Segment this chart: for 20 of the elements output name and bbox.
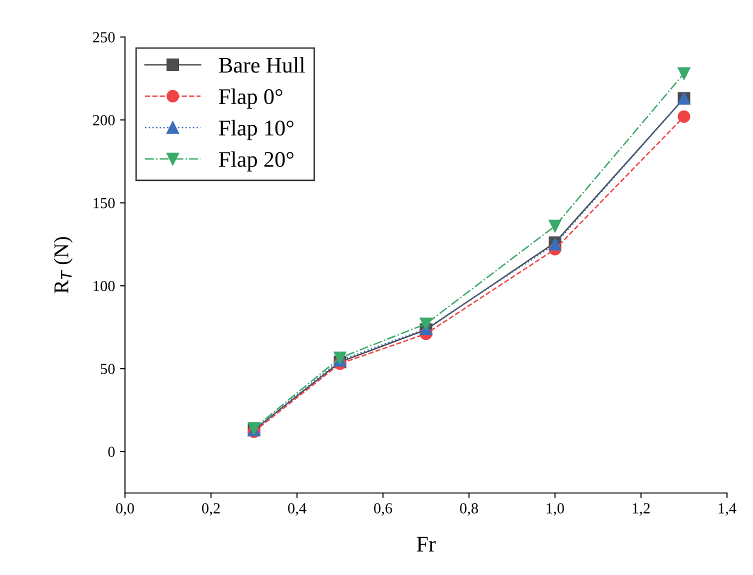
legend-label: Flap 20° <box>218 151 294 172</box>
y-axis-title: R$_{T}$ (N) <box>54 237 73 294</box>
x-tick-label: 1,0 <box>546 503 564 516</box>
x-tick-label: 0,2 <box>202 503 220 516</box>
legend-label: Flap 0° <box>218 88 282 109</box>
legend-label: Bare Hull <box>218 57 305 73</box>
y-tick-label: 100 <box>94 280 115 292</box>
y-tick-label: 50 <box>100 364 115 374</box>
x-tick-label: 1,2 <box>632 503 650 516</box>
x-tick-label: 0,0 <box>116 503 134 516</box>
y-tick-label: 250 <box>93 32 115 42</box>
x-tick-label: 1,4 <box>718 503 736 516</box>
legend-label: Flap 10° <box>218 120 294 140</box>
x-tick-label: 0,4 <box>288 503 306 516</box>
y-tick-label: 150 <box>94 198 115 208</box>
y-tick-label: 200 <box>93 115 115 126</box>
x-tick-label: 0,6 <box>374 503 392 516</box>
x-axis-title: Fr <box>416 536 436 552</box>
y-tick-label: 0 <box>108 446 115 457</box>
x-tick-label: 0,8 <box>460 503 478 516</box>
